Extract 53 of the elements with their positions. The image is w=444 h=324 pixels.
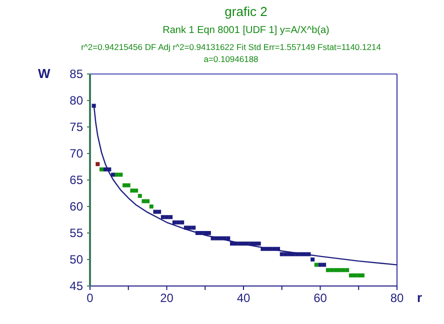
y-tick-label: 60 [70, 200, 84, 214]
point [153, 210, 158, 214]
point [345, 268, 350, 272]
point [284, 252, 288, 256]
x-tick-label: 20 [160, 291, 174, 305]
x-tick-label: 40 [236, 291, 250, 305]
point [142, 199, 146, 204]
y-tick-label: 85 [70, 67, 84, 81]
x-axis-title: r [417, 290, 422, 305]
y-tick-label: 45 [70, 279, 84, 293]
point [337, 268, 342, 272]
point [334, 268, 338, 272]
point [111, 172, 116, 177]
point [130, 188, 134, 193]
y-tick-label: 75 [70, 120, 84, 134]
point [206, 231, 211, 235]
x-tick-label: 0 [86, 291, 94, 305]
y-tick-label: 65 [70, 173, 84, 187]
y-tick-label: 50 [70, 252, 84, 266]
point [348, 273, 353, 278]
point [126, 183, 130, 188]
point [172, 220, 176, 224]
point [160, 215, 165, 220]
point [138, 194, 142, 198]
point [326, 268, 330, 272]
y-tick-label: 80 [70, 94, 84, 108]
point [146, 199, 150, 204]
point [314, 262, 318, 267]
point [356, 273, 361, 278]
y-axis-title: W [38, 66, 51, 81]
y-tick-label: 70 [70, 146, 84, 160]
point [118, 172, 123, 177]
text: r^2=0.94215456 DF Adj r^2=0.94131622 Fit Std Err=1.557149 Fstat=1140.1214 [81, 42, 382, 52]
y-tick-label: 55 [70, 226, 84, 240]
point [149, 204, 154, 208]
point [256, 242, 261, 246]
point [168, 215, 173, 220]
text: a=0.10946188 [204, 54, 259, 64]
x-tick-label: 60 [314, 291, 328, 305]
point [157, 210, 162, 214]
point [253, 242, 258, 246]
chart-title: grafic 2 [224, 4, 268, 19]
point [122, 183, 127, 188]
point [96, 162, 100, 166]
point [134, 188, 138, 193]
point [310, 258, 315, 262]
point [360, 273, 364, 278]
x-tick-label: 80 [390, 291, 404, 305]
chart-subtitle: Rank 1 Eqn 8001 [UDF 1] y=A/X^b(a) [162, 25, 330, 36]
point [100, 167, 104, 172]
point [180, 220, 184, 224]
point [322, 262, 326, 267]
point [192, 226, 196, 230]
